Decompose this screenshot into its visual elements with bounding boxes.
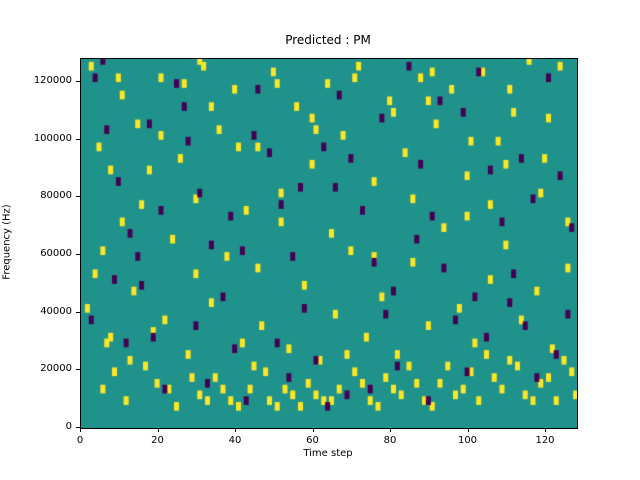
y-tick-label: 80000 [40,190,72,202]
x-tick-mark [157,428,159,432]
y-tick-label: 120000 [33,75,72,87]
y-tick-label: 0 [65,421,72,432]
x-tick-mark [545,428,546,432]
y-tick-mark [76,196,80,198]
chart-title: Predicted : PM [285,33,371,47]
y-tick-label: 100000 [33,132,72,144]
x-tick-mark [312,428,314,432]
y-tick-mark [76,311,80,313]
plot-area [80,58,578,429]
y-tick-mark [76,138,80,140]
x-tick-label: 60 [306,435,319,446]
x-tick-label: 120 [535,435,555,446]
y-tick-mark [76,427,80,428]
x-axis-label: Time step [303,448,353,459]
x-tick-label: 40 [228,435,242,446]
x-tick-mark [467,428,469,432]
y-tick-label: 60000 [40,248,72,260]
x-tick-mark [80,428,81,432]
y-tick-mark [76,369,80,371]
x-tick-label: 80 [383,435,397,446]
x-tick-label: 20 [151,435,164,446]
x-tick-mark [390,428,391,432]
x-tick-mark [235,428,236,432]
y-axis-label: Frequency (Hz) [1,204,13,280]
x-tick-label: 100 [457,435,478,446]
y-tick-label: 40000 [40,305,72,317]
y-tick-label: 20000 [40,363,72,375]
x-tick-label: 0 [76,435,84,446]
heatmap-canvas [81,59,577,428]
y-tick-mark [76,81,80,83]
y-tick-mark [76,254,80,256]
